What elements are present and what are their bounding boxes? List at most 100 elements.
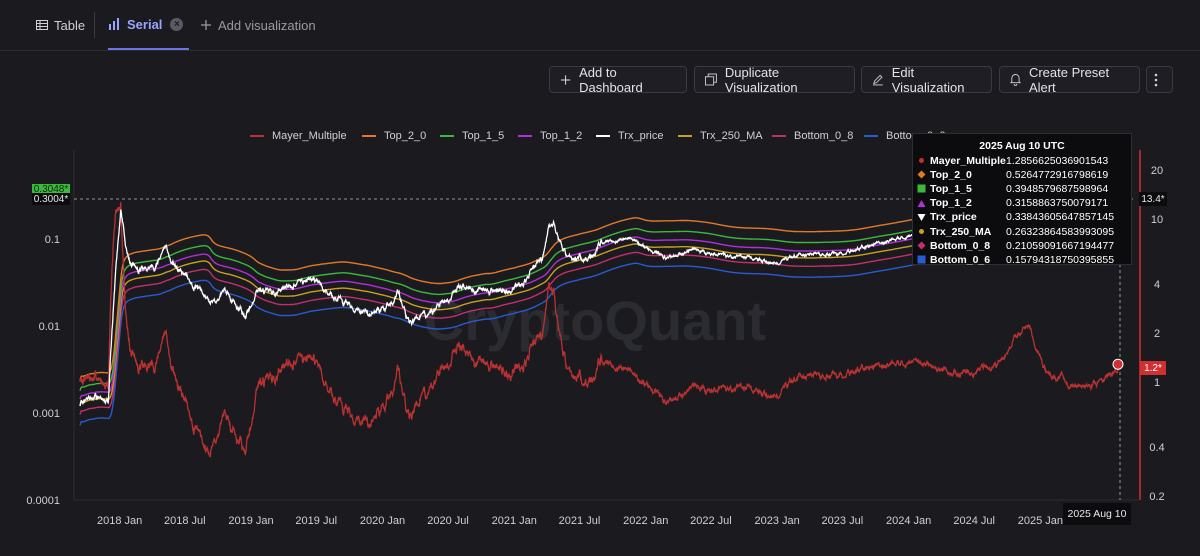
y-right-tick-label: 0.2 (1149, 491, 1164, 503)
tooltip-series-name: Top_1_2 (930, 197, 972, 210)
price-tag-top: 0.3048* (32, 184, 70, 195)
x-tick-label: 2023 Jan (755, 515, 800, 527)
add-visualization-tab[interactable]: Add visualization (200, 0, 316, 50)
x-tick-label: 2022 Jan (623, 515, 668, 527)
x-tick-label: 2023 Jul (822, 515, 864, 527)
x-tick-label: 2022 Jul (690, 515, 732, 527)
tooltip-row: Bottom_0_6 0.15794318750395855 (917, 253, 1114, 266)
y-right-tick-label: 10 (1151, 214, 1163, 226)
x-tick-label: 2021 Jul (559, 515, 601, 527)
x-tick-label: 2025 Jan (1018, 515, 1063, 527)
legend-swatch (518, 135, 532, 137)
y-left-tick-label: 0.01 (39, 321, 60, 333)
legend-item-mayer-multiple[interactable]: Mayer_Multiple (250, 130, 347, 142)
tooltip-row: Mayer_Multiple 1.2856625036901543 (917, 154, 1108, 167)
mayer-multiple-label: 1.2* (1140, 361, 1166, 375)
plus-icon (560, 74, 571, 85)
tooltip-series-name: Bottom_0_6 (930, 253, 991, 266)
legend-label: Top_1_5 (462, 130, 505, 142)
legend-item-trx-price[interactable]: Trx_price (596, 130, 663, 142)
legend-swatch (772, 135, 786, 137)
y-right-tick-label: 0.4 (1149, 442, 1164, 454)
x-tick-label: 2018 Jan (97, 515, 142, 527)
tooltip-series-name: Mayer_Multiple (930, 154, 1006, 167)
close-icon[interactable]: × (170, 17, 184, 31)
legend-label: Trx_price (618, 130, 664, 142)
tooltip-series-name: Trx_price (930, 211, 977, 224)
tooltip-row: Bottom_0_8 0.21059091667194477 (917, 239, 1114, 252)
legend-swatch (678, 135, 692, 137)
y-left-tick-label: 0.0001 (26, 495, 60, 507)
x-tick-label: 2024 Jul (953, 515, 995, 527)
square-marker-icon (917, 255, 926, 264)
axes: 0.0001 0.001 0.01 0.1 0.2 0.4 1 2 4 10 20 2018 Jan 2… (26, 150, 1165, 527)
create-preset-alert-button[interactable]: Create Preset Alert (999, 64, 1140, 95)
add-to-dashboard-button[interactable]: Add to Dashboard (549, 64, 687, 95)
diamond-marker-icon (917, 241, 926, 250)
y-left-tick-label: 0.001 (32, 408, 60, 420)
legend-label: Top_1_2 (540, 130, 583, 142)
x-tick-label: 2020 Jul (427, 515, 469, 527)
duplicate-visualization-button[interactable]: Duplicate Visualization (694, 64, 855, 95)
tab-divider (94, 12, 95, 38)
add-visualization-label: Add visualization (218, 17, 316, 33)
tooltip-series-value: 1.2856625036901543 (1006, 154, 1109, 167)
more-vertical-icon (1154, 73, 1157, 86)
tooltip-series-value: 0.3158863750079171 (1006, 197, 1109, 210)
legend-swatch (440, 135, 454, 137)
legend-item-trx-250-ma[interactable]: Trx_250_MA (678, 130, 763, 142)
legend-swatch (596, 135, 610, 137)
legend-label: Trx_250_MA (700, 130, 763, 142)
add-to-dashboard-label: Add to Dashboard (579, 64, 643, 95)
tooltip-series-value: 0.21059091667194477 (1006, 239, 1115, 252)
x-tick-label: 2018 Jul (164, 515, 206, 527)
legend-swatch (864, 135, 878, 137)
tooltip-series-name: Top_2_0 (930, 168, 972, 181)
x-tick-label: 2020 Jan (360, 515, 405, 527)
tab-bar: Table Serial × Add visualization (0, 0, 1200, 51)
y-right-tick-label: 4 (1154, 279, 1160, 291)
pencil-icon (872, 74, 883, 86)
edit-visualization-button[interactable]: Edit Visualization (861, 64, 992, 95)
legend-swatch (362, 135, 376, 137)
tab-serial-label: Serial (127, 16, 163, 32)
edit-visualization-label: Edit Visualization (891, 64, 965, 95)
plus-icon (201, 20, 211, 30)
right-crosshair-label: 13.4* (1139, 192, 1167, 206)
y-right-tick-label: 2 (1154, 328, 1160, 340)
series-mayer-multiple (79, 202, 1121, 458)
tooltip-series-name: Trx_250_MA (930, 225, 992, 238)
bar-chart-icon (109, 18, 119, 30)
duplicate-visualization-label: Duplicate Visualization (724, 64, 798, 95)
y-right-tick-label: 1 (1154, 377, 1160, 389)
tooltip-series-name: Top_1_5 (930, 182, 972, 195)
tooltip-series-value: 0.5264772916798619 (1006, 168, 1109, 181)
x-tick-label: 2019 Jul (295, 515, 337, 527)
legend-swatch (250, 135, 264, 137)
legend-item-top-2-0[interactable]: Top_2_0 (362, 130, 426, 142)
tooltip-row: Top_1_5 0.3948579687598964 (917, 182, 1108, 195)
create-preset-alert-label: Create Preset Alert (1028, 64, 1110, 95)
copy-icon (705, 73, 717, 86)
tooltip-row: Top_2_0 0.5264772916798619 (917, 168, 1108, 181)
tab-table-label: Table (54, 17, 86, 33)
tab-table[interactable]: Table (36, 0, 85, 50)
more-options-button[interactable] (1146, 66, 1173, 93)
tooltip-date: 2025 Aug 10 UTC (979, 140, 1065, 152)
tooltip-series-value: 0.33843605647857145 (1006, 211, 1115, 224)
legend-item-bottom-0-8[interactable]: Bottom_0_8 (772, 130, 853, 142)
triangle-down-marker-icon (917, 213, 926, 221)
legend-label: Mayer_Multiple (272, 130, 347, 142)
y-left-tick-label: 0.1 (45, 234, 60, 246)
square-marker-icon (917, 184, 926, 193)
tooltip-series-value: 0.3948579687598964 (1006, 182, 1109, 195)
date-crosshair-label: 2025 Aug 10 (1063, 503, 1131, 525)
legend-item-top-1-5[interactable]: Top_1_5 (440, 130, 504, 142)
table-icon (36, 20, 48, 30)
x-tick-label: 2021 Jan (492, 515, 537, 527)
tab-serial[interactable]: Serial × (108, 0, 190, 50)
tooltip-series-value: 0.15794318750395855 (1006, 253, 1115, 266)
legend-item-top-1-2[interactable]: Top_1_2 (518, 130, 582, 142)
dot-marker-icon (919, 158, 924, 163)
